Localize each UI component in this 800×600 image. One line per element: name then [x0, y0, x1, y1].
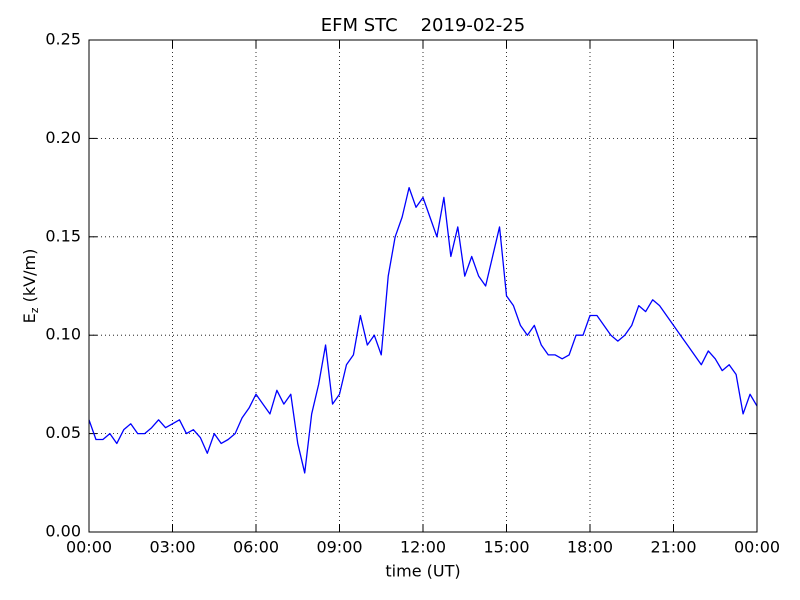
y-tick-label: 0.10: [45, 325, 81, 344]
x-tick-label: 09:00: [316, 538, 362, 557]
y-tick-label: 0.15: [45, 226, 81, 245]
x-tick-label: 15:00: [483, 538, 529, 557]
x-tick-label: 03:00: [149, 538, 195, 557]
x-tick-label: 21:00: [650, 538, 696, 557]
y-tick-label: 0.20: [45, 128, 81, 147]
y-tick-label: 0.00: [45, 522, 81, 541]
x-tick-label: 12:00: [400, 538, 446, 557]
x-tick-label: 00:00: [734, 538, 780, 557]
plot-frame: [88, 39, 758, 533]
y-tick-label: 0.05: [45, 423, 81, 442]
x-tick-label: 18:00: [567, 538, 613, 557]
y-tick-label: 0.25: [45, 30, 81, 49]
x-axis-label: time (UT): [385, 562, 460, 581]
y-label-sub: z: [28, 307, 41, 313]
y-label-base: E: [20, 313, 39, 323]
x-tick-label: 06:00: [233, 538, 279, 557]
data-line: [88, 186, 758, 474]
y-axis-label: Ez (kV/m): [20, 249, 42, 324]
x-tick-label: 00:00: [66, 538, 112, 557]
y-label-unit: (kV/m): [20, 249, 39, 308]
chart-title: EFM STC 2019-02-25: [321, 15, 525, 36]
